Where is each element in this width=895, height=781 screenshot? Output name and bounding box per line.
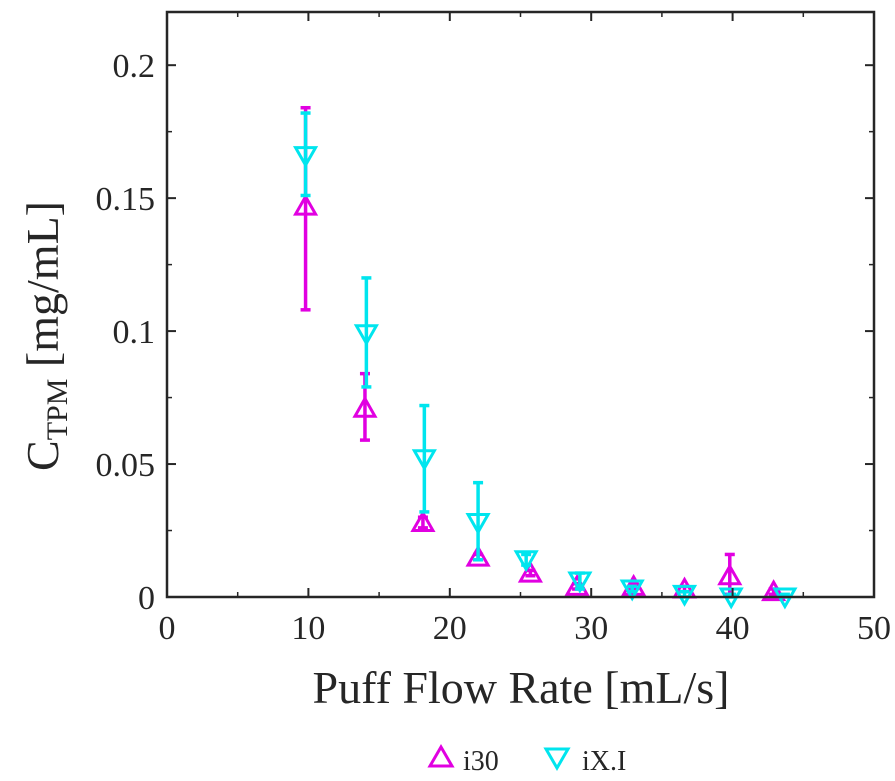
x-tick-label: 50 [857, 610, 891, 647]
legend: i30 iX.I [427, 744, 626, 777]
y-tick-label: 0.1 [113, 314, 156, 351]
y-tick-label: 0.2 [113, 48, 156, 85]
data-point-ixi [353, 324, 379, 347]
y-tick-label: 0.15 [96, 181, 156, 218]
plot-frame [165, 10, 876, 599]
x-axis-label: Puff Flow Rate [mL/s] [313, 662, 730, 713]
x-tick-label: 40 [716, 610, 750, 647]
data-point-i30 [292, 193, 319, 216]
y-axis-label: CTPM [mg/mL] [17, 201, 74, 471]
data-point-ixi [567, 571, 593, 594]
plot-area [292, 105, 798, 610]
axes: 0 10 20 30 40 50 0 0.05 0.1 0.15 0.2 [96, 10, 891, 647]
y-tick-label: 0.05 [96, 447, 156, 484]
y-axis-label-main: C [17, 440, 68, 471]
legend-marker-ixi [543, 747, 571, 771]
series-ixi [292, 111, 798, 610]
data-point-ixi [465, 513, 491, 536]
series-i30 [292, 105, 787, 602]
legend-entry-ixi: iX.I [543, 746, 626, 777]
data-point-i30 [410, 510, 436, 533]
x-tick-label: 20 [433, 610, 467, 647]
data-point-i30 [717, 563, 743, 586]
y-tick-label: 0 [138, 580, 155, 617]
y-axis-label-unit: [mg/mL] [17, 201, 68, 367]
data-point-ixi [513, 550, 539, 573]
legend-entry-i30: i30 [427, 744, 499, 777]
data-point-i30 [465, 544, 491, 567]
x-tick-label: 30 [574, 610, 608, 647]
x-tick-label: 10 [291, 610, 325, 647]
data-point-ixi [619, 579, 645, 602]
legend-marker-i30 [427, 744, 455, 768]
legend-label-i30: i30 [463, 746, 499, 776]
data-point-i30 [761, 579, 787, 602]
data-point-ixi [411, 449, 437, 472]
legend-label-ixi: iX.I [582, 746, 626, 776]
svg-text:CTPM [mg/mL]: CTPM [mg/mL] [17, 201, 74, 471]
y-axis-label-subscript: TPM [41, 379, 74, 441]
data-point-i30 [352, 395, 378, 418]
data-point-ixi [292, 146, 319, 169]
data-point-ixi [671, 584, 698, 607]
x-tick-label: 0 [159, 610, 176, 647]
data-point-i30 [517, 560, 543, 583]
